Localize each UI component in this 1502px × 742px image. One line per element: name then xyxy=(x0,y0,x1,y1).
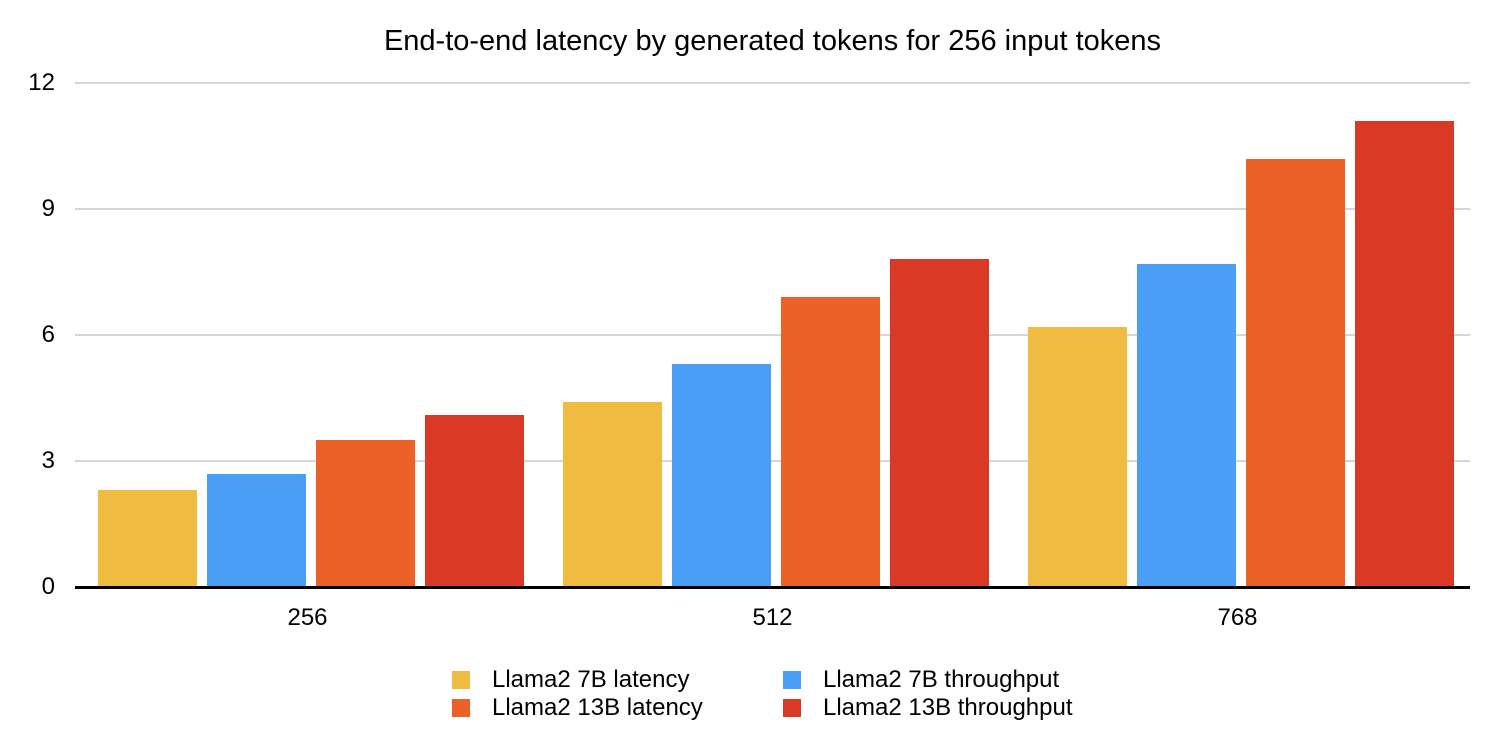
bar-llama2-13b-throughput-512 xyxy=(890,259,989,587)
y-axis-tick-label: 0 xyxy=(41,573,55,600)
legend-label: Llama2 13B throughput xyxy=(823,694,1073,721)
bar-llama2-7b-latency-256 xyxy=(98,490,197,587)
legend-item: Llama2 7B latency xyxy=(452,666,783,694)
legend-swatch-icon xyxy=(783,699,801,717)
legend-swatch-icon xyxy=(452,699,470,717)
x-axis-line xyxy=(75,586,1470,589)
gridline xyxy=(75,334,1470,336)
bar-llama2-7b-throughput-512 xyxy=(672,364,771,587)
plot-area: 0 3 6 9 12 256 512 768 xyxy=(28,69,1470,631)
bar-llama2-7b-throughput-256 xyxy=(207,473,306,587)
chart-title: End-to-end latency by generated tokens f… xyxy=(383,25,1162,57)
legend-label: Llama2 7B latency xyxy=(492,666,690,693)
bar-llama2-7b-latency-512 xyxy=(563,402,662,587)
legend-swatch-icon xyxy=(452,671,470,689)
bar-llama2-13b-latency-256 xyxy=(316,440,415,587)
x-axis-tick-label: 768 xyxy=(1217,604,1258,631)
gridline xyxy=(75,460,1470,462)
legend-item: Llama2 13B throughput xyxy=(783,694,1073,722)
y-axis-tick-label: 3 xyxy=(41,447,55,474)
legend: Llama2 7B latency Llama2 7B throughput Lla… xyxy=(452,666,1073,722)
x-axis-tick-label: 256 xyxy=(287,604,328,631)
gridline xyxy=(75,208,1470,210)
bar-llama2-7b-throughput-768 xyxy=(1137,263,1236,587)
bar-llama2-7b-latency-768 xyxy=(1028,326,1127,587)
legend-label: Llama2 7B throughput xyxy=(823,666,1060,693)
y-axis-tick-label: 6 xyxy=(41,321,55,348)
bar-llama2-13b-throughput-256 xyxy=(425,414,524,587)
y-axis-tick-label: 12 xyxy=(28,69,55,96)
y-axis-tick-label: 9 xyxy=(41,195,55,222)
bar-llama2-13b-throughput-768 xyxy=(1355,120,1454,587)
legend-label: Llama2 13B latency xyxy=(492,694,703,721)
legend-swatch-icon xyxy=(783,671,801,689)
bar-llama2-13b-latency-512 xyxy=(781,297,880,587)
legend-item: Llama2 7B throughput xyxy=(783,666,1073,694)
gridline xyxy=(75,82,1470,84)
legend-item: Llama2 13B latency xyxy=(452,694,783,722)
x-axis-tick-label: 512 xyxy=(752,604,793,631)
bar-llama2-13b-latency-768 xyxy=(1246,158,1345,587)
